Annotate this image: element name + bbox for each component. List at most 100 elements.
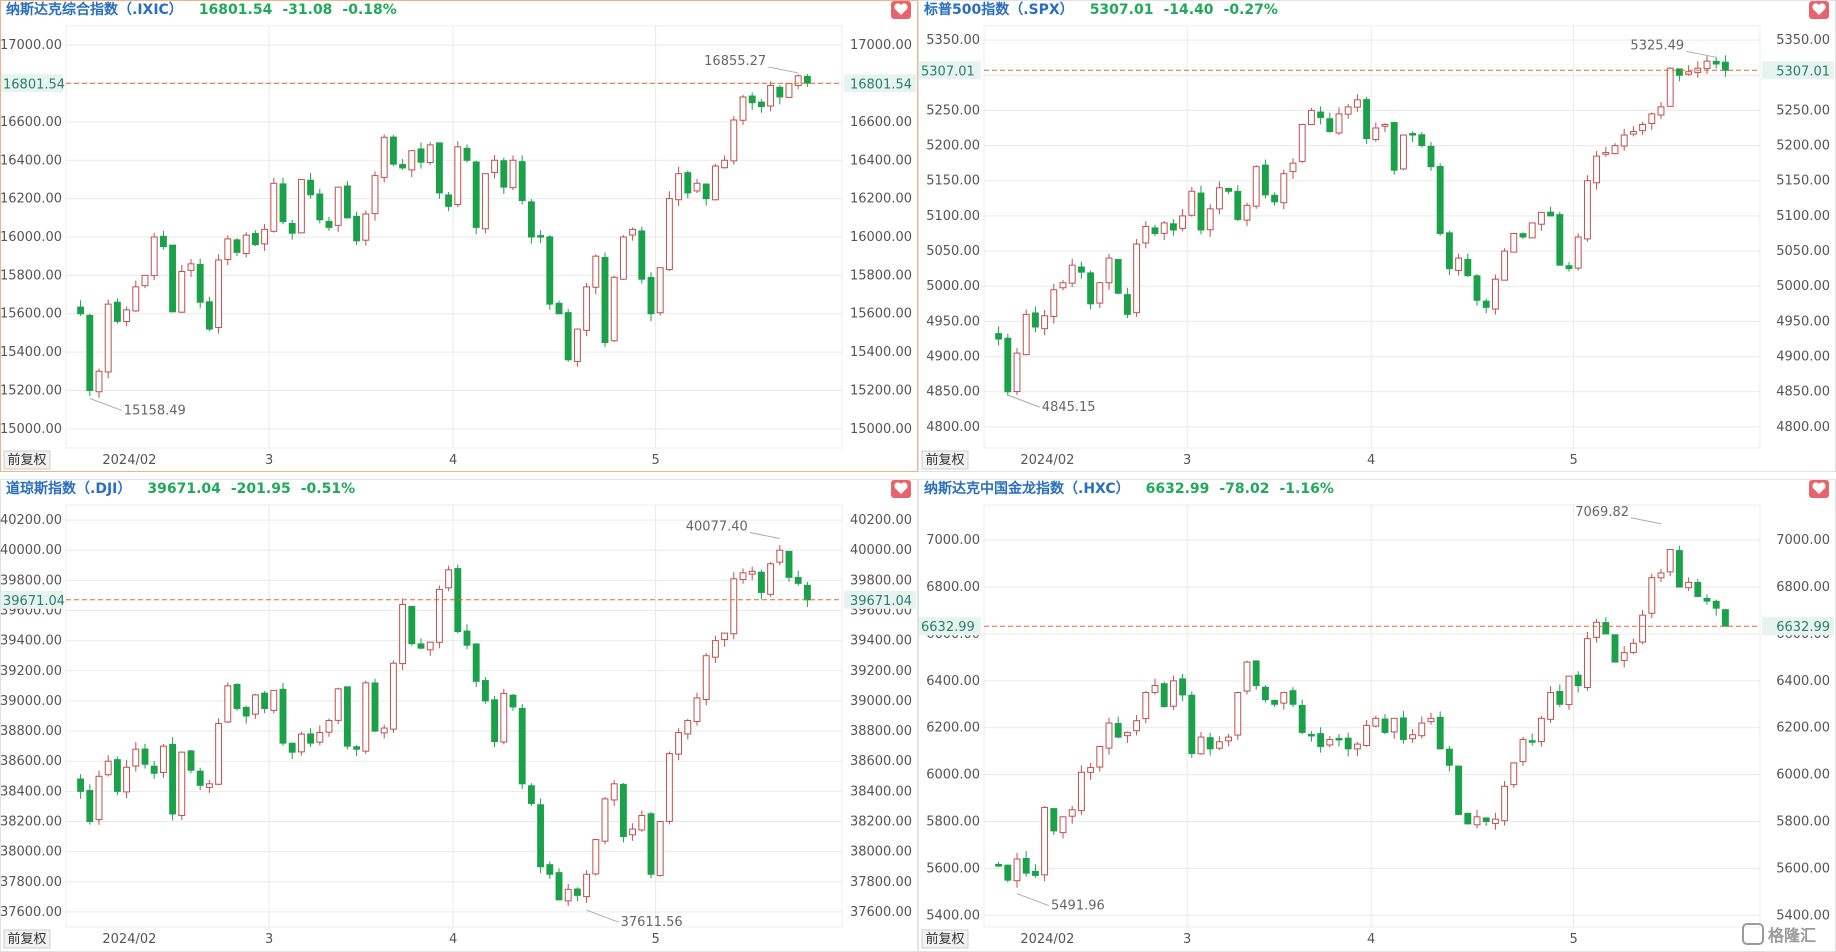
- candle-body: [215, 259, 223, 328]
- candle-body: [1179, 678, 1187, 696]
- candle-body: [711, 165, 719, 201]
- candle-body: [1427, 717, 1435, 723]
- candle-body: [1307, 109, 1315, 126]
- high-leader: [1630, 517, 1662, 525]
- current-price-tag-left: 6632.99: [919, 617, 981, 636]
- y-tick-left: 5050.00: [926, 244, 980, 259]
- current-price-tag-right: 16801.54: [844, 74, 916, 93]
- y-tick-left: 6400.00: [926, 674, 980, 689]
- candle-body: [1657, 572, 1665, 579]
- candle-body: [104, 760, 112, 776]
- heart-icon[interactable]: [1809, 480, 1829, 498]
- index-panel-1: 纳斯达克综合指数（.IXIC） 16801.54 -31.08 -0.18% 17000…: [0, 0, 918, 472]
- candle-body: [1685, 581, 1693, 589]
- candle-body: [1243, 661, 1251, 692]
- candle-body: [1409, 133, 1417, 136]
- y-tick-right: 5250.00: [1776, 103, 1830, 118]
- candle-body: [1675, 68, 1683, 76]
- candle-body: [353, 746, 361, 750]
- index-panel-3: 道琼斯指数（.DJI） 39671.04 -201.95 -0.51% 40200.00…: [0, 479, 918, 952]
- y-tick-left: 4850.00: [926, 385, 980, 400]
- candle-body: [1464, 812, 1472, 825]
- candle-body: [334, 688, 342, 721]
- adjust-mode-button[interactable]: 前复权: [921, 929, 969, 949]
- candle-body: [408, 605, 416, 645]
- adjust-mode-button[interactable]: 前复权: [921, 450, 969, 470]
- index-change-pct: -0.18%: [342, 2, 396, 18]
- candle-body: [380, 136, 388, 178]
- index-price: 5307.01: [1090, 2, 1154, 18]
- y-tick-left: 4800.00: [926, 420, 980, 435]
- candle-body: [537, 804, 545, 868]
- candle-body: [1399, 134, 1407, 170]
- adjust-mode-button[interactable]: 前复权: [3, 450, 51, 470]
- index-price: 6632.99: [1146, 481, 1210, 497]
- candle-body: [297, 733, 305, 753]
- candle-body: [1657, 106, 1665, 116]
- y-tick-right: 37800.00: [850, 875, 912, 890]
- x-tick: 5: [1569, 453, 1577, 468]
- candle-body: [233, 239, 241, 253]
- candle-body: [555, 302, 563, 315]
- candle-body: [362, 682, 370, 752]
- candle-body: [1077, 266, 1085, 273]
- candle-body: [1629, 642, 1637, 653]
- candle-body: [1648, 577, 1656, 614]
- candle-body: [656, 267, 664, 314]
- heart-icon[interactable]: [891, 1, 911, 19]
- low-leader: [1016, 893, 1050, 907]
- candle-body: [1648, 113, 1656, 124]
- candle-body: [1160, 683, 1168, 708]
- candle-body: [316, 732, 324, 743]
- candle-body: [1418, 722, 1426, 737]
- current-price-tag-left: 39671.04: [1, 590, 65, 609]
- candle-body: [1022, 313, 1030, 356]
- candle-body: [261, 228, 269, 245]
- y-tick-left: 37800.00: [0, 875, 62, 890]
- heart-icon[interactable]: [1809, 1, 1829, 19]
- x-tick: 5: [1569, 932, 1577, 947]
- candle-body: [995, 863, 1003, 867]
- candle-body: [665, 753, 673, 822]
- candle-body: [77, 306, 85, 315]
- candle-body: [730, 578, 738, 635]
- y-tick-left: 17000.00: [0, 38, 62, 53]
- y-tick-left: 16200.00: [0, 192, 62, 207]
- index-name: 纳斯达克综合指数（.IXIC）: [6, 1, 183, 18]
- candle-body: [1206, 737, 1214, 750]
- index-change: -201.95: [231, 481, 291, 497]
- candle-body: [619, 783, 627, 838]
- candle-body: [702, 655, 710, 700]
- candle-body: [1031, 870, 1039, 876]
- y-tick-left: 4950.00: [926, 314, 980, 329]
- candle-body: [1317, 111, 1325, 118]
- candle-body: [1583, 638, 1591, 688]
- candle-body: [675, 173, 683, 201]
- x-tick: 4: [449, 453, 457, 468]
- x-axis: 2024/02 3 4 5: [102, 505, 660, 947]
- y-tick-right: 5600.00: [1776, 861, 1830, 876]
- y-tick-left: 6000.00: [926, 768, 980, 783]
- y-tick-right: 16000.00: [850, 230, 912, 245]
- candle-body: [1666, 549, 1674, 573]
- y-tick-right: 4950.00: [1776, 314, 1830, 329]
- candle-body: [1390, 717, 1398, 733]
- candle-body: [1169, 223, 1177, 231]
- candle-body: [1528, 740, 1536, 743]
- candle-body: [113, 759, 121, 792]
- svg-text:前复权: 前复权: [925, 452, 964, 468]
- candle-body: [1169, 680, 1177, 707]
- candle-body: [592, 255, 600, 288]
- candle-body: [1694, 582, 1702, 597]
- candle-body: [767, 84, 775, 107]
- heart-icon[interactable]: [891, 480, 911, 498]
- index-change-pct: -1.16%: [1279, 481, 1333, 497]
- candle-body: [1510, 762, 1518, 786]
- candle-body: [1537, 211, 1545, 225]
- candle-body: [1381, 718, 1389, 733]
- y-tick-right: 38400.00: [850, 784, 912, 799]
- adjust-mode-button[interactable]: 前复权: [3, 929, 51, 949]
- candle-body: [1013, 858, 1021, 882]
- candle-body: [1013, 352, 1021, 393]
